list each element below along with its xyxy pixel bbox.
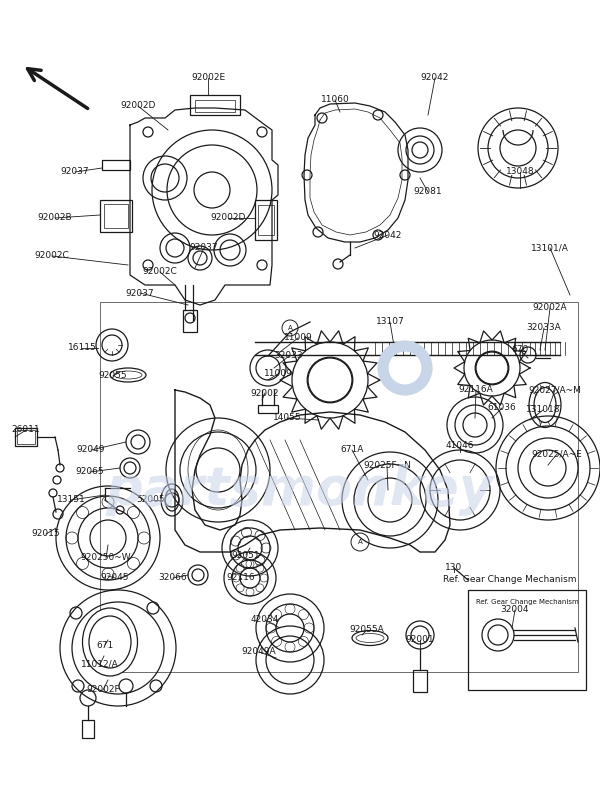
Text: 92001: 92001 <box>406 636 434 644</box>
Text: 92081: 92081 <box>413 188 442 196</box>
Text: 14055: 14055 <box>272 414 301 422</box>
Text: 32033A: 32033A <box>527 323 562 333</box>
Ellipse shape <box>83 608 137 676</box>
Bar <box>258 405 278 413</box>
Text: 92002F: 92002F <box>86 685 120 695</box>
Text: 92055: 92055 <box>98 371 127 381</box>
Bar <box>100 200 132 232</box>
Text: 92025/A~E: 92025/A~E <box>532 450 583 458</box>
Text: 92051: 92051 <box>232 550 260 560</box>
Text: 92042: 92042 <box>374 231 402 239</box>
Text: 92027/A~M: 92027/A~M <box>529 385 581 395</box>
Text: 61036: 61036 <box>488 403 517 412</box>
Text: 92002: 92002 <box>251 389 279 397</box>
Text: 32033: 32033 <box>275 352 304 360</box>
Text: A: A <box>287 325 292 331</box>
Text: 92002D: 92002D <box>121 101 155 111</box>
Bar <box>413 670 427 692</box>
Text: Ref. Gear Change Mechanism: Ref. Gear Change Mechanism <box>476 599 578 605</box>
Bar <box>102 160 130 170</box>
Bar <box>17 430 35 444</box>
Text: 42034: 42034 <box>251 615 279 625</box>
Text: 92037: 92037 <box>125 289 154 298</box>
Text: 92049A: 92049A <box>242 648 277 656</box>
Bar <box>195 100 235 112</box>
Text: 13107: 13107 <box>376 317 404 327</box>
Text: 32066: 32066 <box>158 574 187 582</box>
Text: 920250~W: 920250~W <box>80 553 131 563</box>
Text: 11060: 11060 <box>320 96 349 104</box>
Text: 92065: 92065 <box>76 468 104 476</box>
Text: 11009: 11009 <box>284 334 313 342</box>
Bar <box>258 205 274 235</box>
Text: 11009: 11009 <box>263 370 292 378</box>
Bar <box>183 310 197 332</box>
Text: 92025F~N: 92025F~N <box>363 462 411 470</box>
Bar <box>255 200 277 240</box>
Text: 92037: 92037 <box>61 167 89 177</box>
Text: 52005: 52005 <box>137 495 166 505</box>
Text: Ref. Gear Change Mechanism: Ref. Gear Change Mechanism <box>443 575 577 585</box>
Bar <box>15 428 37 446</box>
Text: 92002A: 92002A <box>533 304 568 312</box>
Text: 92002D: 92002D <box>211 214 245 222</box>
Text: 92002C: 92002C <box>35 251 70 261</box>
Text: partsmonkey: partsmonkey <box>106 464 494 516</box>
Text: 32004: 32004 <box>501 605 529 615</box>
Text: 11012/A: 11012/A <box>81 659 119 669</box>
Text: 671: 671 <box>97 641 113 649</box>
Text: 92116A: 92116A <box>458 385 493 395</box>
Text: 92049: 92049 <box>77 446 105 455</box>
Text: 13048: 13048 <box>506 167 535 177</box>
Text: 92002B: 92002B <box>38 214 73 222</box>
Text: 92045: 92045 <box>101 574 129 582</box>
Bar <box>82 720 94 738</box>
Text: 92116: 92116 <box>227 574 256 582</box>
Text: 13101/A: 13101/A <box>531 243 569 253</box>
Text: 671A: 671A <box>340 446 364 455</box>
Bar <box>190 95 240 115</box>
Text: 131018: 131018 <box>526 406 560 414</box>
Text: 13151: 13151 <box>56 495 85 505</box>
Text: 41046: 41046 <box>446 441 474 451</box>
Text: 92037: 92037 <box>190 243 218 253</box>
Text: 670: 670 <box>511 345 529 355</box>
Text: 26011: 26011 <box>11 425 40 435</box>
Bar <box>104 204 128 228</box>
Text: 92055A: 92055A <box>350 626 385 634</box>
Text: 92002E: 92002E <box>191 74 225 82</box>
Text: 92002C: 92002C <box>143 268 178 276</box>
Bar <box>468 590 586 690</box>
Text: 92015: 92015 <box>32 530 61 539</box>
Text: 16115: 16115 <box>68 344 97 352</box>
Text: 130: 130 <box>445 564 463 572</box>
Text: 92042: 92042 <box>421 74 449 82</box>
Bar <box>100 302 578 672</box>
Text: A: A <box>358 539 362 545</box>
